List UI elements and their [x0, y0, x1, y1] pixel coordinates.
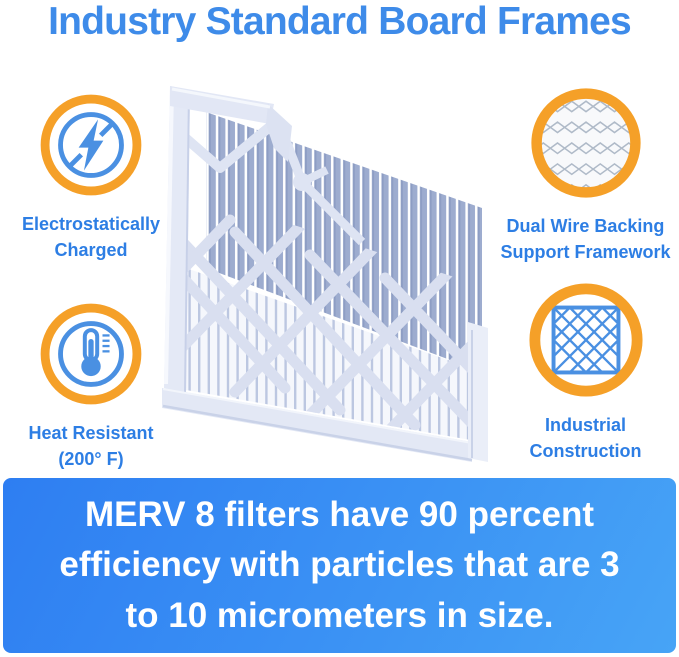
feature-industrial-construction: Industrial Construction [492, 281, 679, 464]
feature-label: Dual Wire Backing Support Framework [500, 216, 671, 263]
feature-heat-resistant: Heat Resistant (200° F) [0, 301, 182, 472]
feature-label: Electrostatically Charged [21, 214, 161, 261]
thermometer-icon [40, 303, 142, 405]
banner-line: to 10 micrometers in size. [125, 595, 554, 635]
feature-dual-wire-backing: Dual Wire Backing Support Framework [492, 86, 679, 265]
banner-line: MERV 8 filters have 90 percent [84, 495, 595, 535]
lattice-icon [528, 283, 643, 397]
wire-mesh-icon [530, 88, 641, 198]
page-title: Industry Standard Board Frames [48, 0, 632, 43]
lightning-icon [40, 94, 142, 196]
feature-electrostatically-charged: Electrostatically Charged [0, 92, 182, 263]
merv-banner: MERV 8 filters have 90 percent efficienc… [3, 478, 676, 653]
banner-line: efficiency with particles that are 3 [59, 545, 620, 585]
feature-label: Industrial Construction [529, 415, 642, 462]
filter-product-image [162, 86, 488, 462]
feature-label: Heat Resistant (200° F) [28, 423, 154, 470]
